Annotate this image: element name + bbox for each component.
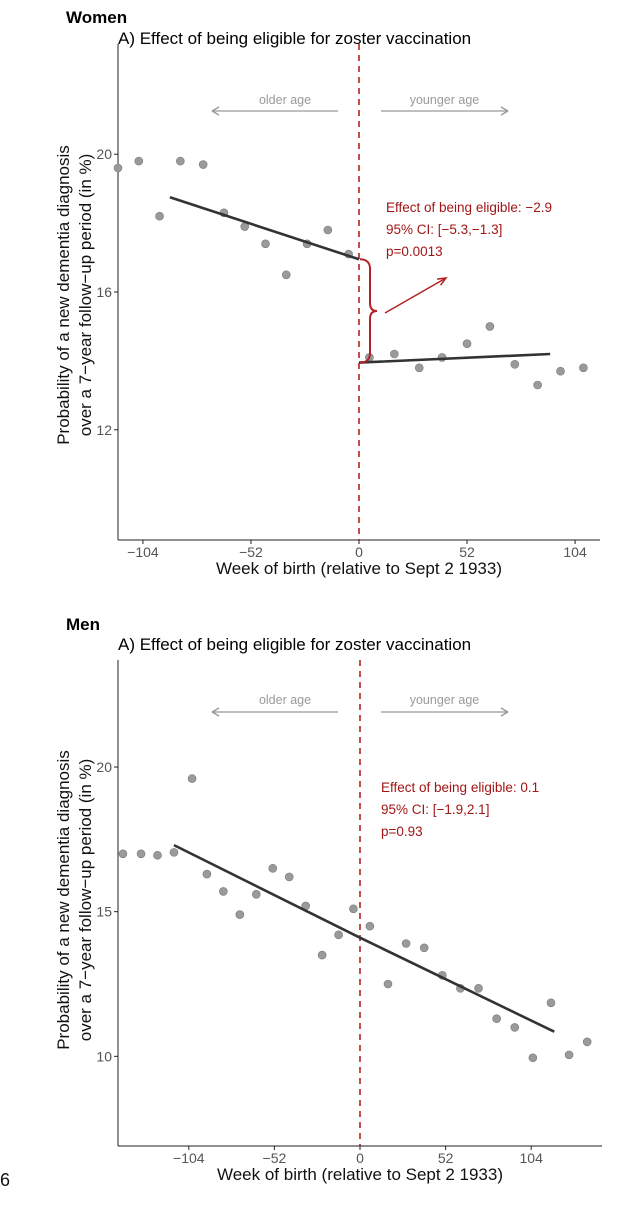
chart2-data-point — [349, 904, 358, 914]
chart2-annotation-line: 95% CI: [−1.9,2.1] — [381, 802, 489, 817]
chart2-title: A) Effect of being eligible for zoster v… — [118, 635, 471, 654]
chart2-y-axis-title-line: Probability of a new dementia diagnosis — [54, 750, 73, 1050]
chart1-x-tick-label: −104 — [127, 544, 159, 560]
chart1-x-tick-label: 104 — [563, 544, 587, 560]
chart1-older-age-arrow-head — [211, 106, 220, 116]
chart1-data-point — [113, 163, 123, 173]
chart2-data-point — [419, 943, 429, 953]
chart2-data-point — [235, 910, 245, 919]
chart1-y-tick-label: 12 — [96, 422, 112, 438]
chart1-fit-line — [358, 352, 551, 364]
chart1-data-point — [556, 366, 565, 376]
chart1-group-label: Women — [66, 8, 127, 27]
chart2-data-point — [317, 950, 327, 960]
chart2-x-tick-label: −52 — [263, 1150, 287, 1166]
chart2-x-tick-label: 0 — [356, 1150, 364, 1166]
chart1-y-tick-label: 16 — [96, 284, 112, 300]
chart1-y-tick-label: 20 — [96, 146, 112, 162]
chart2-data-point — [251, 890, 261, 899]
chart2-y-tick-label: 15 — [96, 904, 112, 920]
chart2-group-label: Men — [66, 615, 100, 634]
chart1-y-axis-title-line: Probability of a new dementia diagnosis — [54, 145, 73, 445]
chart1-data-point — [134, 156, 144, 166]
chart1-pointer-arrow-head — [436, 277, 448, 286]
chart1-data-point — [510, 360, 520, 369]
chart1-data-point — [281, 270, 291, 280]
chart1-annotation-line: Effect of being eligible: −2.9 — [386, 200, 552, 215]
chart1-data-point — [485, 322, 495, 331]
chart1-data-point — [155, 211, 164, 221]
chart2-data-point — [136, 849, 146, 859]
chart1-younger-age-arrow-head — [500, 106, 509, 116]
chart2-data-point — [383, 979, 393, 989]
chart1-data-point — [198, 160, 208, 169]
chart2-data-point — [268, 863, 278, 873]
chart2-x-axis-title: Week of birth (relative to Sept 2 1933) — [217, 1165, 503, 1184]
chart2-data-point — [546, 998, 556, 1008]
chart2-data-point — [187, 774, 197, 783]
chart2-older-age-label: older age — [259, 693, 311, 707]
chart1-y-axis-title-line: over a 7−year follow−up period (in %) — [76, 154, 95, 437]
chart1-data-point — [533, 380, 542, 390]
chart2-data-point — [401, 939, 411, 948]
chart2-data-point — [334, 930, 343, 940]
chart2-y-tick-label: 20 — [96, 759, 112, 775]
chart1-older-age-label: older age — [259, 93, 311, 107]
chart2-annotation-line: p=0.93 — [381, 824, 423, 839]
chart2-y-tick-label: 10 — [96, 1048, 112, 1064]
chart1-data-point — [579, 363, 588, 373]
chart2-x-tick-label: −104 — [173, 1150, 205, 1166]
chart1-data-point — [261, 239, 270, 249]
chart1-data-point — [390, 349, 399, 359]
chart2-data-point — [528, 1053, 538, 1063]
chart2-data-point — [118, 849, 128, 859]
chart1-x-tick-label: 52 — [459, 544, 475, 560]
chart1-younger-age-label: younger age — [410, 93, 480, 107]
chart2-fit-line — [173, 843, 361, 939]
chart2-data-point — [582, 1037, 592, 1047]
chart2-data-point — [219, 887, 228, 896]
chart1-data-point — [323, 225, 333, 235]
chart2-younger-age-arrow-head — [500, 707, 509, 717]
chart2-data-point — [169, 848, 179, 857]
chart2-data-point — [564, 1050, 574, 1060]
chart1-data-point — [462, 339, 472, 348]
chart2-data-point — [510, 1023, 520, 1032]
chart2-x-tick-label: 104 — [520, 1150, 544, 1166]
chart2-data-point — [492, 1014, 501, 1024]
chart2-older-age-arrow-head — [211, 707, 220, 717]
chart1-effect-brace — [359, 258, 378, 364]
chart1-fit-line — [169, 196, 360, 261]
chart1-annotation-line: p=0.0013 — [386, 244, 443, 259]
chart2-fit-line — [359, 936, 555, 1033]
chart2-data-point — [284, 872, 294, 882]
chart2-younger-age-label: younger age — [410, 693, 480, 707]
chart1-pointer-arrow — [384, 277, 447, 314]
chart1-x-tick-label: −52 — [239, 544, 263, 560]
chart2-x-tick-label: 52 — [438, 1150, 454, 1166]
chart2-data-point — [202, 869, 212, 879]
chart2-data-point — [474, 984, 483, 993]
chart1-data-point — [414, 363, 424, 373]
chart1-annotation-line: 95% CI: [−5.3,−1.3] — [386, 222, 502, 237]
page-number: 6 — [0, 1170, 11, 1190]
chart1-data-point — [176, 156, 185, 166]
chart2-annotation-line: Effect of being eligible: 0.1 — [381, 780, 539, 795]
chart1-x-axis-title: Week of birth (relative to Sept 2 1933) — [216, 559, 502, 578]
chart2-data-point — [153, 850, 162, 860]
chart1-title: A) Effect of being eligible for zoster v… — [118, 29, 471, 48]
chart1-x-tick-label: 0 — [355, 544, 363, 560]
chart2-data-point — [365, 921, 375, 931]
chart2-y-axis-title-line: over a 7−year follow−up period (in %) — [76, 759, 95, 1042]
